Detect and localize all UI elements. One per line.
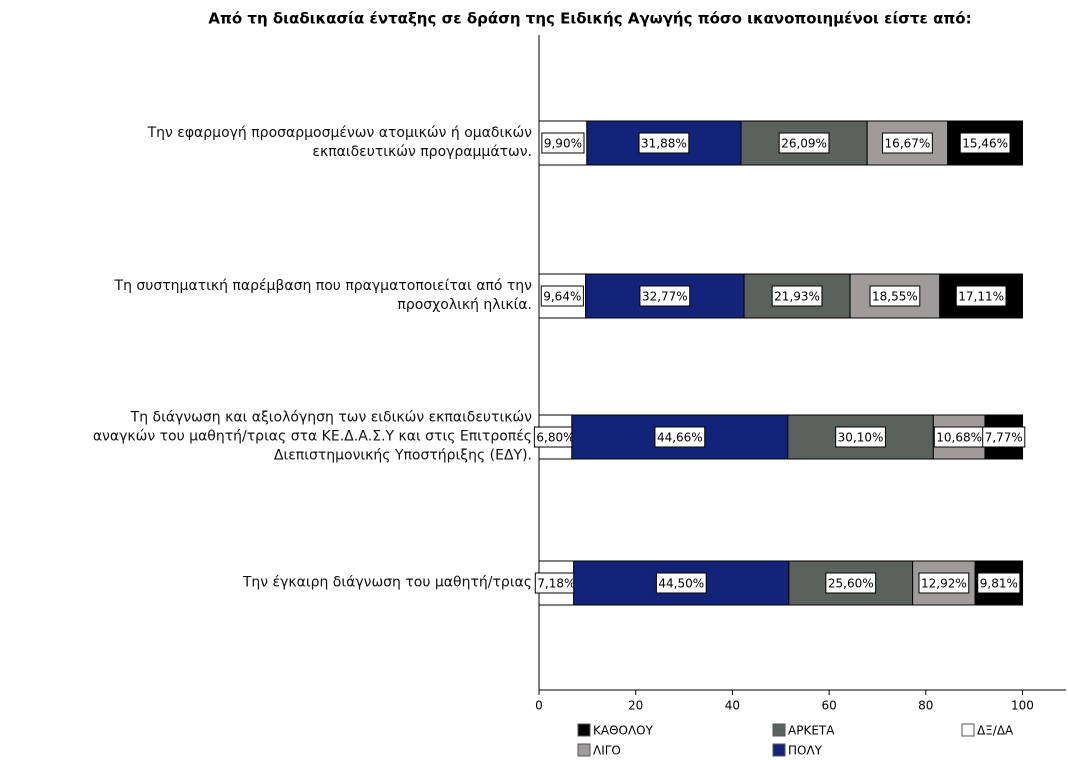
- data-label: 9,64%: [543, 290, 581, 304]
- data-label: 44,66%: [657, 431, 703, 445]
- category-label: Τη συστηματική παρέμβαση που πραγματοποι…: [114, 278, 532, 313]
- data-label-box: [982, 426, 1026, 448]
- x-tick-label: 100: [1011, 699, 1034, 713]
- x-tick-label: 40: [725, 699, 740, 713]
- legend-swatch: [577, 723, 591, 737]
- category-label: Την εφαρμογή προσαρμοσμένων ατομικών ή ο…: [147, 125, 532, 160]
- category-label: Την έγκαιρη διάγνωση του μαθητή/τριας: [242, 574, 532, 591]
- data-label: 12,92%: [921, 577, 967, 591]
- category-label: Τη διάγνωση και αξιολόγηση των ειδικών ε…: [92, 409, 532, 464]
- legend-swatch: [577, 743, 591, 757]
- data-label-box: [771, 285, 823, 307]
- data-label: 30,10%: [838, 431, 884, 445]
- data-label: 7,18%: [537, 577, 575, 591]
- data-label: 9,81%: [980, 577, 1018, 591]
- data-label: 21,93%: [774, 290, 820, 304]
- legend-swatch: [772, 743, 786, 757]
- x-tick-label: 80: [918, 699, 933, 713]
- legend-swatch: [772, 723, 786, 737]
- data-label-box: [882, 132, 933, 154]
- legend-swatch: [961, 723, 975, 737]
- data-label: 17,11%: [958, 290, 1004, 304]
- legend-label: ΑΡΚΕΤΑ: [788, 724, 835, 738]
- data-label-box: [778, 132, 830, 154]
- legend-label: ΔΞ/ΔΑ: [977, 724, 1014, 738]
- data-label-box: [869, 285, 921, 307]
- data-label-box: [918, 572, 970, 594]
- x-tick-label: 0: [535, 699, 543, 713]
- data-label-box: [638, 132, 690, 154]
- legend-label: ΛΙΓΟ: [593, 744, 621, 758]
- data-label-box: [540, 285, 584, 307]
- data-label: 18,55%: [872, 290, 918, 304]
- legend-label: ΚΑΘΟΛΟΥ: [593, 724, 654, 738]
- data-label-box: [654, 426, 706, 448]
- data-label: 26,09%: [781, 137, 827, 151]
- data-label: 10,68%: [936, 431, 982, 445]
- x-tick-label: 20: [628, 699, 643, 713]
- data-label-box: [825, 572, 877, 594]
- data-label-box: [959, 132, 1011, 154]
- data-label-box: [977, 572, 1021, 594]
- data-label: 44,50%: [658, 577, 704, 591]
- data-label-box: [955, 285, 1007, 307]
- data-label: 16,67%: [885, 137, 931, 151]
- data-label: 7,77%: [985, 431, 1023, 445]
- data-label-box: [655, 572, 707, 594]
- chart-title: Από τη διαδικασία ένταξης σε δράση της Ε…: [208, 10, 971, 28]
- data-label-box: [835, 426, 886, 448]
- legend-label: ΠΟΛΥ: [788, 744, 823, 758]
- data-label: 9,90%: [544, 137, 582, 151]
- data-label-box: [639, 285, 691, 307]
- data-label: 6,80%: [536, 431, 574, 445]
- data-label: 31,88%: [641, 137, 687, 151]
- data-label-box: [541, 132, 585, 154]
- data-label: 15,46%: [962, 137, 1008, 151]
- data-label: 25,60%: [828, 577, 874, 591]
- x-tick-label: 60: [821, 699, 836, 713]
- data-label: 32,77%: [642, 290, 688, 304]
